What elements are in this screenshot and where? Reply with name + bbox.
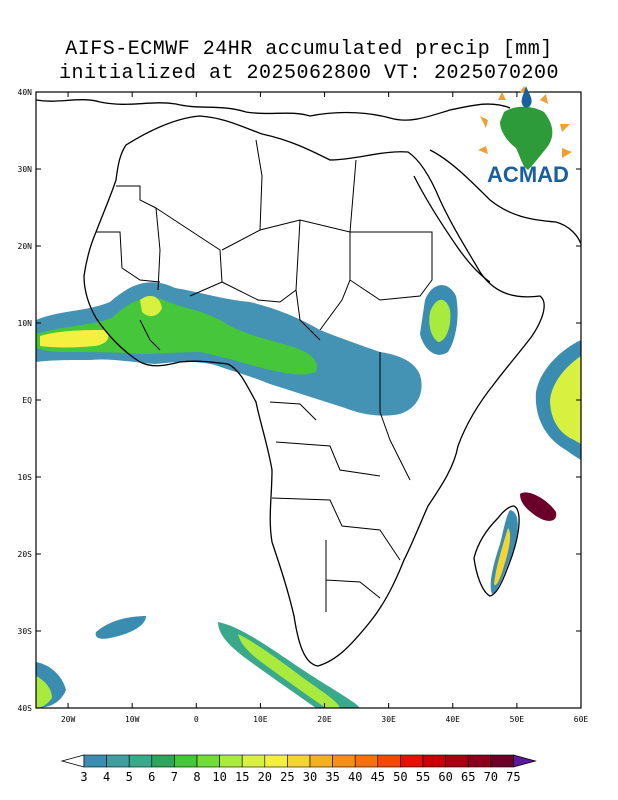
colorbar-swatch: [377, 754, 401, 768]
lat-tick-label: 10N: [18, 319, 33, 328]
lat-ticks: 40N 30N 20N 10N EQ 10S 20S 30S 40S: [18, 88, 581, 713]
lat-tick-label: 40N: [18, 88, 33, 97]
precip-southern-streak-1: [95, 616, 146, 639]
lon-tick-label: 50E: [510, 715, 525, 724]
colorbar-level-label: 70: [484, 770, 498, 784]
colorbar-swatch: [106, 754, 130, 768]
lon-tick-label: 20W: [61, 715, 76, 724]
europe-coastline: [36, 99, 511, 121]
colorbar-swatch: [219, 754, 243, 768]
lon-ticks: 20W 10W 0 10E 20E 30E 40E 50E 60E: [61, 92, 589, 724]
precip-madagascar-core: [494, 528, 511, 586]
colorbar-swatch: [400, 754, 424, 768]
lat-tick-label: 20S: [18, 550, 33, 559]
colorbar-level-label: 3: [80, 770, 87, 784]
acmad-logo-drop-icon: [521, 86, 532, 108]
precip-indian-ocean-core: [550, 356, 581, 444]
lat-tick-label: 30N: [18, 165, 33, 174]
colorbar-swatch: [332, 754, 356, 768]
lat-tick-label: 40S: [18, 704, 33, 713]
acmad-logo-text: ACMAD: [487, 162, 569, 187]
lon-tick-label: 10W: [125, 715, 140, 724]
colorbar-level-label: 6: [148, 770, 155, 784]
colorbar-swatch: [354, 754, 379, 768]
colorbar-level-label: 35: [325, 770, 339, 784]
lon-tick-label: 10E: [253, 715, 268, 724]
precip-shading: [36, 282, 581, 708]
border-lines: [96, 139, 433, 612]
colorbar-swatch: [241, 754, 266, 768]
lat-tick-label: 20N: [18, 242, 33, 251]
colorbar-swatch: [490, 754, 514, 768]
lon-tick-label: 0: [194, 715, 199, 724]
colorbar-low-triangle: [60, 754, 85, 768]
precip-ethiopia-core: [429, 299, 451, 342]
precip-westafrica-mid: [36, 297, 317, 375]
colorbar: 3 4 5 6 7 8 10 15 20 25 30 35 40 45 50 55 60 65 70 75: [60, 754, 537, 784]
colorbar-level-label: 45: [371, 770, 385, 784]
colorbar-level-label: 8: [193, 770, 200, 784]
acmad-logo: ACMAD: [478, 86, 572, 187]
colorbar-swatch: [264, 754, 288, 768]
colorbar-swatch: [174, 754, 198, 768]
acmad-logo-africa-icon: [500, 106, 553, 170]
lon-tick-label: 40E: [446, 715, 461, 724]
precip-ocean-east: [520, 492, 557, 521]
country-borders: [96, 139, 433, 612]
colorbar-level-label: 60: [438, 770, 452, 784]
colorbar-swatch: [151, 754, 175, 768]
lat-tick-label: 10S: [18, 473, 33, 482]
colorbar-high-triangle: [513, 754, 537, 768]
colorbar-swatch: [83, 754, 107, 768]
arabia-coastline: [429, 149, 581, 245]
precip-southern-streak-3-core: [36, 676, 52, 708]
coastlines: [36, 99, 581, 667]
africa-coastline: [83, 115, 545, 667]
map-title-line-1: AIFS-ECMWF 24HR accumulated precip [mm]: [65, 38, 553, 61]
colorbar-swatch: [467, 754, 492, 768]
lon-tick-label: 30E: [381, 715, 396, 724]
colorbar-level-label: 15: [235, 770, 249, 784]
colorbar-level-label: 65: [461, 770, 475, 784]
colorbar-level-label: 25: [280, 770, 294, 784]
lat-tick-label: EQ: [22, 396, 32, 405]
precip-southern-streak-2-core: [238, 634, 340, 708]
lon-tick-label: 60E: [574, 715, 589, 724]
colorbar-level-label: 4: [103, 770, 110, 784]
colorbar-swatch: [422, 754, 446, 768]
colorbar-level-label: 20: [258, 770, 272, 784]
lat-tick-label: 30S: [18, 627, 33, 636]
madagascar-coastline: [473, 505, 520, 597]
colorbar-level-label: 7: [171, 770, 178, 784]
colorbar-swatch: [196, 754, 220, 768]
colorbar-level-label: 55: [416, 770, 430, 784]
precip-westafrica-core2: [140, 295, 162, 317]
lon-tick-label: 20E: [317, 715, 332, 724]
colorbar-level-label: 10: [212, 770, 226, 784]
colorbar-swatch: [128, 754, 153, 768]
red-sea-east-coast: [413, 175, 491, 283]
colorbar-level-label: 5: [126, 770, 133, 784]
map-title-line-2: initialized at 2025062800 VT: 2025070200: [58, 62, 560, 85]
colorbar-swatch: [309, 754, 333, 768]
colorbar-swatch: [287, 754, 311, 768]
colorbar-level-label: 50: [393, 770, 407, 784]
colorbar-level-label: 30: [303, 770, 317, 784]
colorbar-swatch: [445, 754, 469, 768]
precip-westafrica-core: [40, 330, 109, 348]
colorbar-level-label: 40: [348, 770, 362, 784]
colorbar-level-label: 75: [506, 770, 520, 784]
